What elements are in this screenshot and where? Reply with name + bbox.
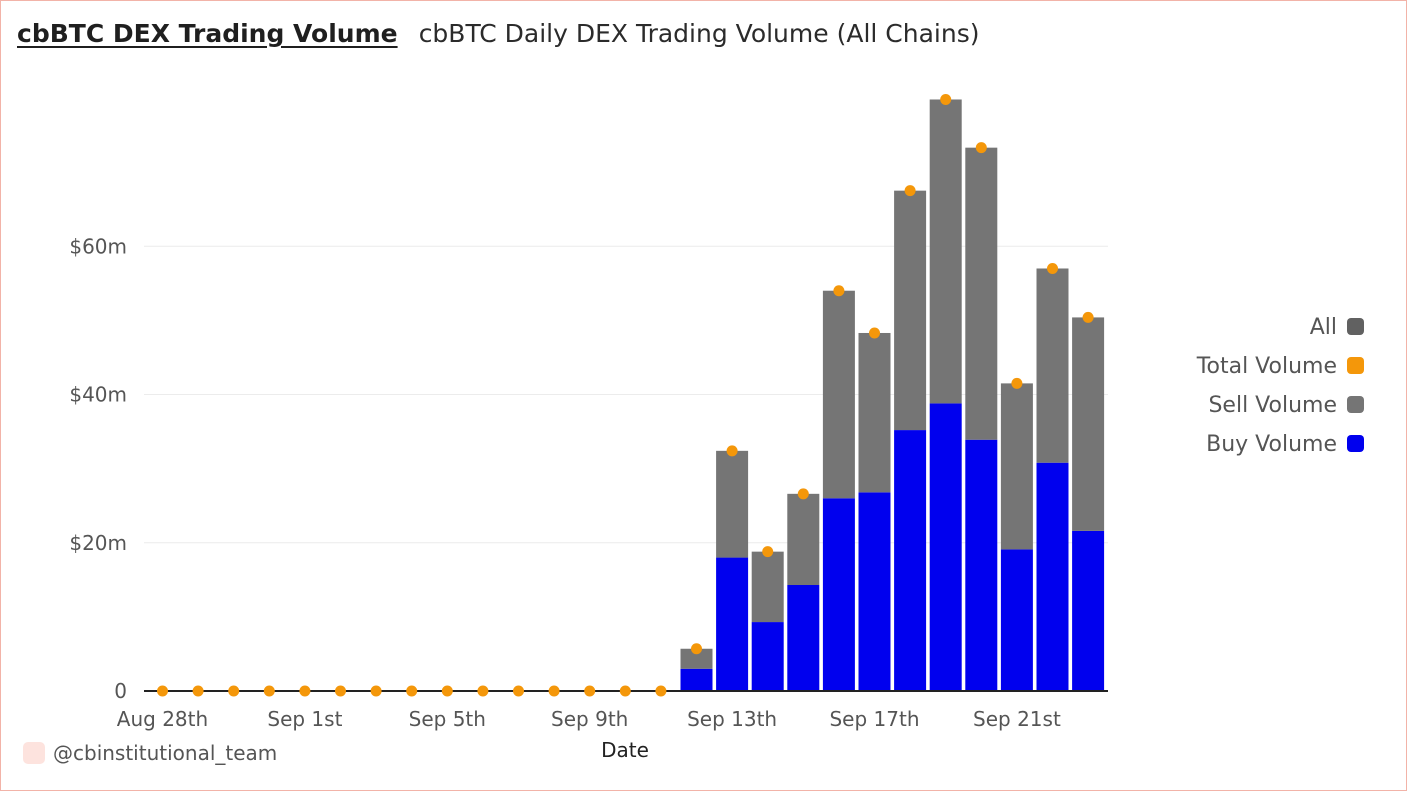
legend-item-all[interactable]: All (1197, 313, 1364, 352)
legend: All Total Volume Sell Volume Buy Volume (1197, 313, 1364, 469)
total-volume-point[interactable] (869, 327, 880, 339)
bar-buy-volume[interactable] (858, 492, 891, 691)
bar-sell-volume[interactable] (858, 332, 891, 493)
legend-swatch (1347, 435, 1364, 452)
x-tick-label: Sep 9th (551, 707, 628, 731)
total-volume-point[interactable] (1082, 311, 1094, 323)
bar-sell-volume[interactable] (965, 147, 998, 440)
bar-buy-volume[interactable] (716, 557, 749, 691)
total-volume-point[interactable] (335, 685, 346, 697)
total-volume-point[interactable] (904, 185, 916, 197)
footer: @cbinstitutional_team (23, 741, 277, 765)
legend-item-sell-volume[interactable]: Sell Volume (1197, 391, 1364, 430)
total-volume-markers (157, 93, 1094, 697)
total-volume-point[interactable] (1047, 262, 1058, 274)
x-tick-label: Sep 1st (267, 707, 342, 731)
legend-item-buy-volume[interactable]: Buy Volume (1197, 430, 1364, 469)
bar-sell-volume[interactable] (929, 99, 962, 404)
total-volume-point[interactable] (477, 685, 489, 697)
total-volume-point[interactable] (1011, 377, 1023, 389)
legend-label: Total Volume (1196, 354, 1337, 379)
total-volume-point[interactable] (726, 445, 738, 457)
total-volume-point[interactable] (228, 685, 240, 697)
bar-sell-volume[interactable] (822, 290, 855, 499)
bar-buy-volume[interactable] (680, 668, 713, 691)
bar-buy-volume[interactable] (1072, 530, 1105, 691)
grid-lines (144, 245, 1108, 544)
bar-sell-volume[interactable] (751, 551, 784, 623)
legend-label: Buy Volume (1206, 432, 1337, 457)
total-volume-point[interactable] (833, 285, 845, 297)
x-tick-label: Aug 28th (117, 707, 208, 731)
total-volume-point[interactable] (691, 643, 702, 655)
bar-buy-volume[interactable] (965, 439, 998, 691)
bar-sell-volume[interactable] (1072, 317, 1105, 531)
dashboard-title-link[interactable]: cbBTC DEX Trading Volume (17, 19, 398, 48)
total-volume-point[interactable] (975, 142, 987, 154)
total-volume-point[interactable] (192, 685, 204, 697)
legend-swatch (1347, 318, 1364, 335)
y-tick-label: $40m (69, 383, 127, 407)
legend-swatch (1347, 357, 1364, 374)
legend-swatch (1347, 396, 1364, 413)
bar-buy-volume[interactable] (894, 430, 927, 691)
chart-title: cbBTC Daily DEX Trading Volume (All Chai… (418, 19, 980, 48)
bar-sell-volume[interactable] (680, 648, 713, 669)
y-tick-label: $20m (69, 531, 127, 555)
bar-buy-volume[interactable] (751, 622, 784, 691)
bars (680, 99, 1105, 691)
total-volume-point[interactable] (797, 488, 809, 500)
x-tick-label: Sep 5th (409, 707, 486, 731)
bar-sell-volume[interactable] (787, 493, 820, 586)
footer-handle[interactable]: @cbinstitutional_team (53, 741, 278, 765)
total-volume-point[interactable] (370, 685, 382, 697)
header: cbBTC DEX Trading Volume cbBTC Daily DEX… (17, 19, 979, 48)
x-tick-label: Sep 13th (687, 707, 777, 731)
y-tick-label: $60m (69, 234, 127, 258)
total-volume-point[interactable] (548, 685, 560, 697)
x-axis-title: Date (601, 738, 649, 762)
x-tick-label: Sep 21st (973, 707, 1061, 731)
legend-label: Sell Volume (1208, 393, 1337, 418)
y-axis-ticks: 0 $20m $40m $60m (69, 234, 127, 703)
total-volume-point[interactable] (441, 685, 453, 697)
bar-sell-volume[interactable] (716, 450, 749, 558)
x-tick-label: Sep 17th (829, 707, 919, 731)
total-volume-point[interactable] (157, 685, 168, 697)
brand-icon (23, 742, 45, 764)
total-volume-point[interactable] (762, 546, 774, 558)
legend-item-total-volume[interactable]: Total Volume (1197, 352, 1364, 391)
total-volume-point[interactable] (940, 93, 952, 105)
legend-label: All (1309, 315, 1337, 340)
bar-buy-volume[interactable] (1000, 549, 1033, 691)
bar-buy-volume[interactable] (929, 403, 962, 691)
total-volume-point[interactable] (584, 685, 596, 697)
bar-sell-volume[interactable] (894, 190, 927, 431)
total-volume-point[interactable] (619, 685, 631, 697)
x-axis-ticks: Aug 28th Sep 1st Sep 5th Sep 9th Sep 13th Sep… (117, 707, 1061, 731)
total-volume-point[interactable] (513, 685, 524, 697)
total-volume-point[interactable] (655, 685, 667, 697)
bar-buy-volume[interactable] (1036, 462, 1069, 691)
bar-sell-volume[interactable] (1000, 383, 1033, 550)
total-volume-point[interactable] (406, 685, 418, 697)
bar-sell-volume[interactable] (1036, 268, 1069, 463)
total-volume-point[interactable] (263, 685, 275, 697)
bar-buy-volume[interactable] (787, 585, 820, 691)
y-tick-label: 0 (114, 679, 127, 703)
bar-buy-volume[interactable] (822, 498, 855, 691)
total-volume-point[interactable] (299, 685, 311, 697)
